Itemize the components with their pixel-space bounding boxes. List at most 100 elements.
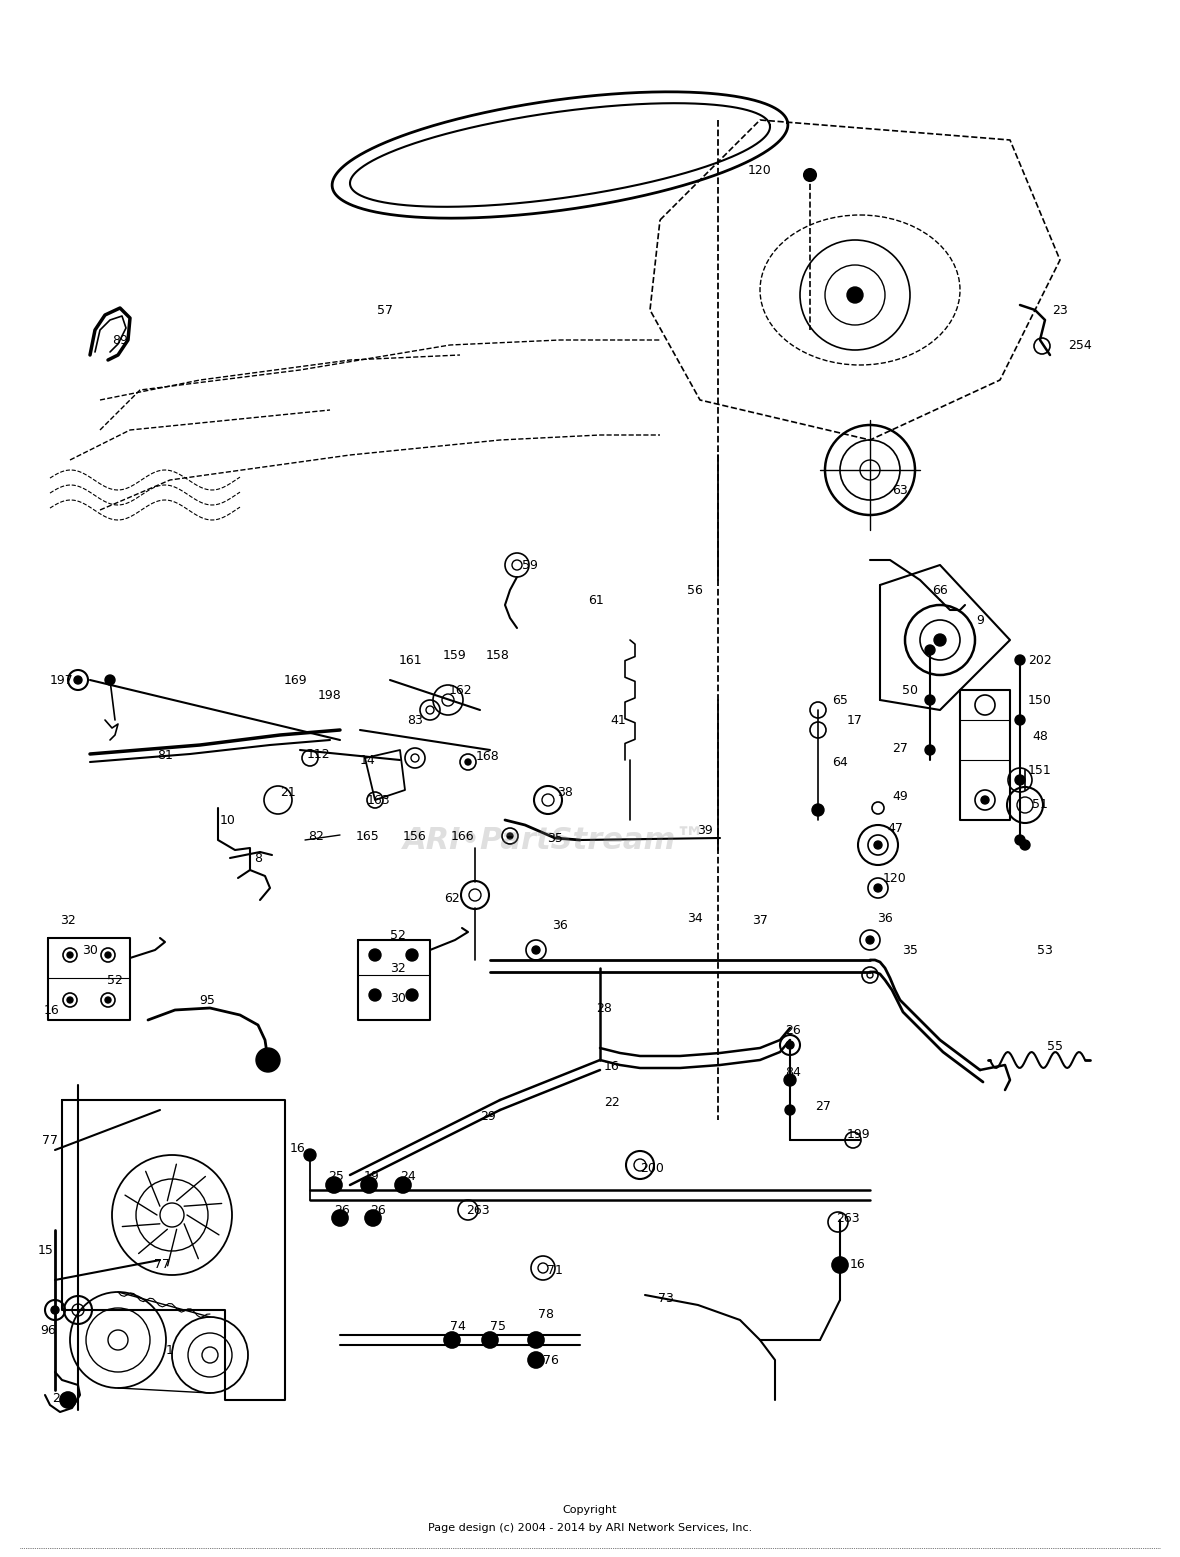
Circle shape [925,694,935,705]
Circle shape [804,170,817,181]
Text: 29: 29 [480,1110,496,1123]
Text: 263: 263 [466,1204,490,1216]
Circle shape [874,841,881,849]
Text: 156: 156 [404,830,427,842]
Text: 27: 27 [892,741,907,755]
Circle shape [1015,655,1025,665]
Text: 198: 198 [319,688,342,702]
Text: 16: 16 [44,1004,60,1017]
Text: 83: 83 [407,713,422,727]
Text: 15: 15 [38,1244,54,1256]
Text: 120: 120 [883,872,907,884]
Text: 263: 263 [837,1211,860,1224]
Text: 57: 57 [376,304,393,316]
Text: 151: 151 [1028,763,1051,777]
Text: 23: 23 [1053,304,1068,316]
Text: 78: 78 [538,1308,553,1320]
Text: 71: 71 [548,1263,563,1277]
Text: 51: 51 [1032,797,1048,811]
Circle shape [832,1256,848,1274]
Circle shape [465,758,471,764]
Text: 19: 19 [365,1169,380,1182]
Circle shape [361,1177,376,1193]
Text: 37: 37 [752,914,768,926]
Text: 74: 74 [450,1319,466,1333]
Circle shape [785,1105,795,1115]
Text: 75: 75 [490,1319,506,1333]
Circle shape [1015,775,1025,785]
Circle shape [925,744,935,755]
Text: 112: 112 [306,747,330,760]
Text: 50: 50 [902,684,918,696]
Circle shape [786,1042,794,1049]
Text: 161: 161 [398,654,421,666]
Circle shape [411,754,419,761]
Text: 73: 73 [658,1291,674,1305]
Circle shape [527,1351,544,1369]
Text: 1: 1 [166,1344,173,1356]
Text: 200: 200 [640,1162,664,1174]
Text: 162: 162 [448,684,472,696]
Circle shape [481,1331,498,1348]
Text: 35: 35 [902,944,918,956]
Text: 17: 17 [847,713,863,727]
Circle shape [1015,835,1025,845]
Text: 48: 48 [1032,730,1048,743]
Text: 26: 26 [785,1023,801,1037]
Text: 47: 47 [887,822,903,835]
Circle shape [256,1048,280,1073]
Circle shape [925,645,935,655]
Circle shape [874,884,881,892]
Circle shape [784,1074,797,1085]
Circle shape [532,947,540,954]
Circle shape [365,1210,381,1225]
Text: 61: 61 [588,593,604,607]
Text: 168: 168 [476,749,500,763]
Text: 26: 26 [371,1204,386,1216]
Circle shape [935,634,946,646]
Circle shape [1020,839,1030,850]
Circle shape [51,1306,59,1314]
Text: 52: 52 [391,928,406,942]
Text: 65: 65 [832,693,848,707]
Text: 120: 120 [748,163,772,176]
Text: 16: 16 [604,1059,620,1073]
Text: 38: 38 [557,785,573,799]
Circle shape [105,996,111,1003]
Text: 32: 32 [391,962,406,975]
Circle shape [1015,715,1025,726]
Circle shape [812,803,824,816]
Circle shape [74,676,81,684]
Text: 199: 199 [846,1127,870,1140]
Text: 81: 81 [157,749,173,761]
Text: 25: 25 [328,1169,343,1182]
Circle shape [406,950,418,961]
Circle shape [866,936,874,944]
Text: 26: 26 [52,1392,68,1404]
Text: 8: 8 [254,852,262,864]
Text: 52: 52 [107,973,123,987]
Circle shape [847,286,863,304]
Text: 39: 39 [697,824,713,836]
Text: 165: 165 [356,830,380,842]
Circle shape [326,1177,342,1193]
Text: 28: 28 [596,1001,612,1015]
Text: 84: 84 [785,1065,801,1079]
Text: 36: 36 [552,919,568,931]
Text: 77: 77 [155,1258,170,1271]
Text: ARI•PartStream™: ARI•PartStream™ [402,827,707,855]
Text: 21: 21 [280,785,296,799]
Circle shape [60,1392,76,1408]
Text: 26: 26 [334,1204,350,1216]
Text: 55: 55 [1047,1040,1063,1053]
Circle shape [507,833,513,839]
Text: 82: 82 [308,830,325,842]
Circle shape [981,796,989,803]
Circle shape [369,950,381,961]
Text: 159: 159 [444,649,467,662]
Text: 96: 96 [40,1323,55,1336]
Circle shape [369,989,381,1001]
Text: 24: 24 [400,1169,415,1182]
Text: Page design (c) 2004 - 2014 by ARI Network Services, Inc.: Page design (c) 2004 - 2014 by ARI Netwo… [428,1523,752,1534]
Text: 32: 32 [60,914,76,926]
